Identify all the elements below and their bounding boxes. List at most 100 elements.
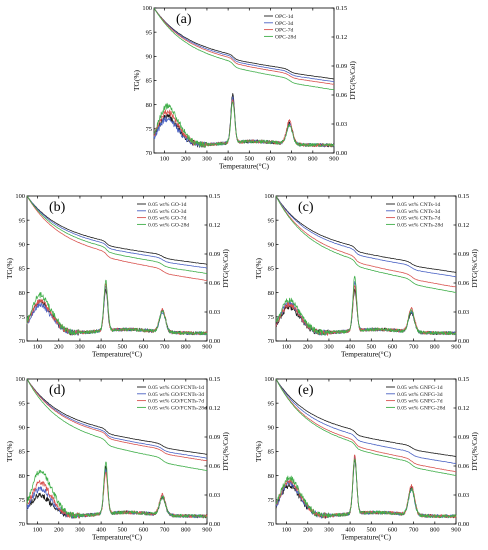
legend-entry: OPC-1d [275, 14, 294, 20]
x-tick-label: 500 [244, 156, 254, 163]
y-axis-label: TG(%) [132, 69, 141, 90]
y-tick-label: 70 [19, 521, 25, 528]
y2-tick-label: 0.12 [209, 222, 220, 229]
y2-tick-label: 0.09 [209, 434, 220, 441]
y2-axis-label: DTG(%/Cel) [221, 249, 230, 288]
y-tick-label: 90 [19, 425, 25, 432]
x-tick-label: 400 [223, 156, 233, 163]
y2-tick-label: 0.09 [336, 63, 347, 70]
tg-series-line [26, 195, 208, 281]
x-tick-label: 500 [117, 527, 127, 534]
y2-tick-label: 0.12 [336, 34, 347, 41]
y-tick-label: 85 [268, 449, 274, 456]
y-tick-label: 75 [268, 314, 274, 321]
y-tick-label: 80 [19, 290, 25, 297]
x-tick-label: 700 [287, 156, 297, 163]
y2-tick-label: 0.06 [336, 92, 347, 99]
y-tick-label: 100 [15, 376, 25, 383]
dtg-series-line [26, 279, 208, 336]
chart-panel: 100 200 300 400 500 600 700 800 900 70 75 80 85 90 95 1… [5, 193, 230, 358]
y-tick-label: 85 [19, 449, 25, 456]
x-tick-label: 600 [388, 527, 398, 534]
y2-tick-label: 0.06 [209, 280, 220, 287]
x-tick-label: 100 [33, 344, 43, 351]
x-tick-label: 700 [409, 344, 419, 351]
series-group [26, 195, 208, 336]
y2-axis-label: DTG(%/Cel) [470, 432, 479, 471]
series-group [153, 7, 335, 148]
x-tick-label: 400 [96, 344, 106, 351]
y-tick-label: 95 [19, 217, 25, 224]
legend-entry: 0.05 wt% GO-28d [148, 222, 189, 228]
y-tick-label: 80 [19, 473, 25, 480]
x-axis-label: Temperature(°C) [341, 350, 392, 359]
x-tick-label: 900 [451, 527, 461, 534]
y-tick-label: 100 [142, 5, 152, 12]
x-tick-label: 300 [324, 344, 334, 351]
tg-series-line [26, 195, 208, 265]
x-tick-label: 400 [345, 527, 355, 534]
y-tick-label: 75 [19, 314, 25, 321]
dtg-series-line [275, 458, 457, 519]
y2-tick-label: 0.09 [209, 251, 220, 258]
x-tick-label: 600 [139, 527, 149, 534]
tg-series-line [26, 195, 208, 269]
y-tick-label: 75 [19, 497, 25, 504]
x-tick-label: 300 [75, 527, 85, 534]
x-tick-label: 900 [451, 344, 461, 351]
y-tick-label: 75 [268, 497, 274, 504]
x-tick-label: 700 [409, 527, 419, 534]
y-tick-label: 100 [264, 376, 274, 383]
y2-axis-label: DTG(%/Cel) [348, 61, 357, 100]
x-axis-label: Temperature(°C) [341, 533, 392, 542]
y2-tick-label: 0.12 [458, 405, 469, 412]
chart-panel: 100 200 300 400 500 600 700 800 900 70 75 80 85 90 95 1… [254, 193, 479, 358]
series-group [275, 378, 457, 519]
y2-tick-label: 0.00 [209, 338, 220, 345]
chart-panel: 100 200 300 400 500 600 700 800 900 70 75 80 85 90 95 1… [5, 376, 230, 541]
y-tick-label: 100 [264, 193, 274, 200]
dtg-series-line [275, 275, 457, 336]
y2-tick-label: 0.12 [209, 405, 220, 412]
y2-tick-label: 0.15 [458, 376, 469, 383]
panel-label: (d) [49, 383, 66, 398]
dtg-series-line [275, 281, 457, 336]
x-tick-label: 700 [160, 344, 170, 351]
dtg-series-line [26, 283, 208, 336]
tg-series-line [26, 378, 208, 459]
tg-series-line [153, 7, 335, 91]
legend-entry: 0.05 wt% GO-1d [148, 202, 187, 208]
x-tick-label: 200 [303, 527, 313, 534]
tg-series-line [26, 378, 208, 462]
dtg-series-line [153, 99, 335, 148]
legend-entry: OPC-7d [275, 28, 294, 34]
y2-tick-label: 0.06 [209, 463, 220, 470]
y-tick-label: 85 [146, 78, 152, 85]
x-tick-label: 200 [181, 156, 191, 163]
dtg-series-line [26, 461, 208, 519]
y-axis-label: TG(%) [254, 257, 263, 278]
chart-panel: 100 200 300 400 500 600 700 800 900 70 75 80 85 90 95 1… [132, 5, 357, 170]
legend-entry: 0.05 wt% GO-3d [148, 209, 187, 215]
tg-series-line [275, 378, 457, 473]
legend-entry: OPC-28d [275, 34, 296, 40]
tg-series-line [275, 378, 457, 457]
y-tick-label: 90 [19, 242, 25, 249]
x-tick-label: 900 [329, 156, 339, 163]
legend-entry: 0.05 wt% GNFG-7d [397, 399, 443, 405]
y2-tick-label: 0.03 [458, 309, 469, 316]
x-tick-label: 300 [324, 527, 334, 534]
legend-entry: 0.05 wt% GO/FCNTs-3d [148, 392, 204, 398]
panel-label: (a) [176, 12, 192, 27]
x-tick-label: 900 [202, 527, 212, 534]
dtg-series-line [275, 458, 457, 519]
dtg-series-line [26, 465, 208, 519]
x-tick-label: 200 [54, 344, 64, 351]
y-tick-label: 70 [268, 338, 274, 345]
tg-series-line [153, 7, 335, 82]
x-tick-label: 200 [54, 527, 64, 534]
y2-tick-label: 0.15 [336, 5, 347, 12]
y-tick-label: 70 [268, 521, 274, 528]
tg-series-line [153, 7, 335, 80]
